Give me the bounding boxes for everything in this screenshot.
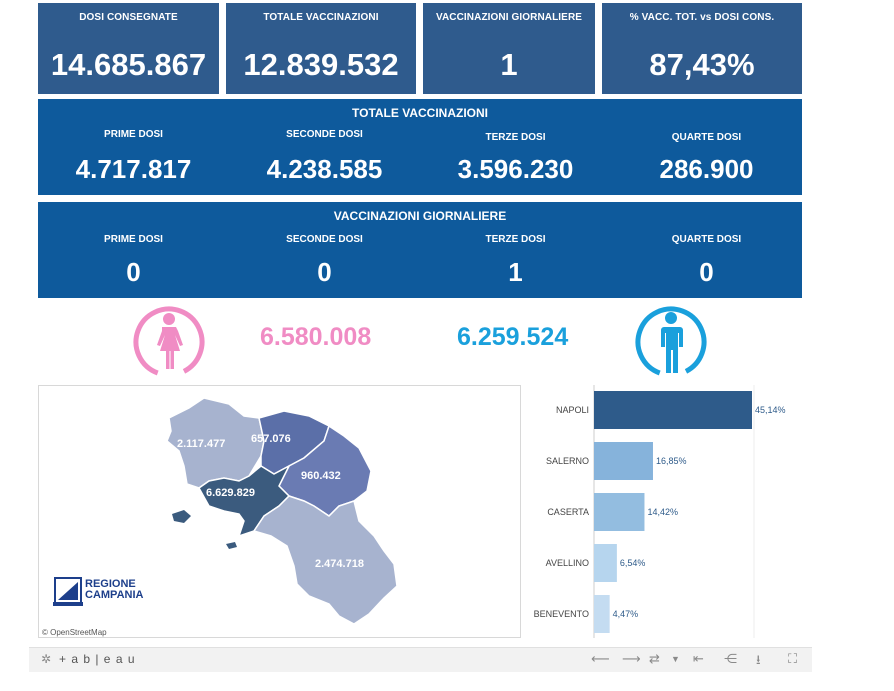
map-label-avellino: 960.432: [301, 470, 341, 482]
bar-category-label: AVELLINO: [546, 558, 589, 568]
cell-label: TERZE DOSI: [485, 132, 546, 143]
kpi-label: DOSI CONSEGNATE: [79, 12, 178, 23]
panel-title: TOTALE VACCINAZIONI: [352, 106, 488, 120]
cell-value: 3.596.230: [457, 154, 574, 184]
bar-salerno: [594, 442, 653, 480]
redo-icon[interactable]: ⟶: [622, 651, 641, 666]
revert-icon[interactable]: ⇄: [649, 651, 660, 666]
bar-chart-svg: NAPOLI 45,14% SALERNO 16,85% CASERTA 14,42% AV…: [534, 385, 786, 638]
vaccinazioni-giornaliere-panel: VACCINAZIONI GIORNALIERE PRIME DOSI 0 SE…: [38, 202, 802, 298]
region-napoli-island-capri: [226, 542, 237, 549]
kpi-value: 1: [500, 47, 518, 82]
giornaliere-prime-dosi: PRIME DOSI 0: [38, 234, 229, 288]
cell-value: 4.238.585: [266, 154, 383, 184]
region-salerno: [252, 495, 398, 625]
bar-category-label: NAPOLI: [556, 405, 589, 415]
bar-category-label: BENEVENTO: [534, 609, 589, 619]
bar-category-label: SALERNO: [546, 456, 589, 466]
bar-value-label: 45,14%: [755, 405, 786, 415]
region-napoli-island-ischia: [172, 510, 191, 523]
tableau-brand[interactable]: + a b | e a u: [59, 652, 136, 666]
map-label-caserta: 2.117.477: [177, 438, 225, 450]
cell-label: SECONDE DOSI: [286, 234, 363, 245]
totale-vaccinazioni-panel: TOTALE VACCINAZIONI PRIME DOSI 4.717.817…: [38, 99, 802, 195]
cell-label: QUARTE DOSI: [671, 132, 742, 143]
revert-dropdown-icon[interactable]: ▼: [671, 654, 680, 664]
campania-map[interactable]: 2.117.477 657.076 960.432 6.629.829 2.47…: [38, 385, 521, 638]
map-label-salerno: 2.474.718: [315, 558, 364, 570]
cell-value: 1: [508, 257, 523, 287]
bar-category-label: CASERTA: [547, 507, 589, 517]
cell-value: 0: [699, 257, 714, 287]
cell-label: PRIME DOSI: [104, 234, 163, 245]
bar-value-label: 16,85%: [656, 456, 687, 466]
cell-value: 0: [317, 257, 332, 287]
bar-value-label: 6,54%: [620, 558, 646, 568]
map-attribution: © OpenStreetMap: [42, 628, 107, 637]
undo-icon[interactable]: ⟵: [591, 651, 610, 666]
female-icon: [133, 306, 205, 378]
share-icon[interactable]: ⋲: [724, 651, 737, 666]
bar-napoli: [594, 391, 752, 429]
bar-caserta: [594, 493, 645, 531]
totale-seconde-dosi: SECONDE DOSI 4.238.585: [229, 129, 420, 185]
totale-terze-dosi: TERZE DOSI 3.596.230: [420, 132, 611, 185]
map-label-benevento: 657.076: [251, 433, 291, 445]
panel-title: VACCINAZIONI GIORNALIERE: [333, 209, 507, 223]
svg-text:REGIONE: REGIONE: [85, 578, 136, 590]
cell-label: PRIME DOSI: [104, 129, 163, 140]
cell-value: 286.900: [659, 154, 754, 184]
pause-updates-icon[interactable]: ⇤: [693, 651, 704, 666]
bar-benevento: [594, 595, 610, 633]
province-bar-chart: NAPOLI 45,14% SALERNO 16,85% CASERTA 14,42% AV…: [526, 385, 802, 638]
cell-value: 4.717.817: [75, 154, 192, 184]
kpi-dosi-consegnate: DOSI CONSEGNATE 14.685.867: [38, 3, 219, 94]
cell-label: QUARTE DOSI: [671, 234, 742, 245]
kpi-label: % VACC. TOT. vs DOSI CONS.: [629, 12, 775, 23]
kpi-vaccinazioni-giornaliere: VACCINAZIONI GIORNALIERE 1: [423, 3, 595, 94]
kpi-percent-vacc: % VACC. TOT. vs DOSI CONS. 87,43%: [602, 3, 802, 94]
totale-prime-dosi: PRIME DOSI 4.717.817: [38, 129, 229, 185]
map-label-napoli: 6.629.829: [206, 487, 255, 499]
giornaliere-quarte-dosi: QUARTE DOSI 0: [611, 234, 802, 288]
fullscreen-icon[interactable]: ⛶: [788, 651, 798, 666]
kpi-label: TOTALE VACCINAZIONI: [263, 12, 379, 23]
bar-avellino: [594, 544, 617, 582]
kpi-value: 14.685.867: [50, 47, 207, 82]
female-count: 6.580.008: [260, 323, 372, 351]
regione-campania-logo: REGIONE CAMPANIA: [53, 577, 144, 606]
bar-value-label: 14,42%: [647, 507, 678, 517]
kpi-value: 87,43%: [649, 47, 755, 82]
cell-label: SECONDE DOSI: [286, 129, 363, 140]
male-count: 6.259.524: [457, 323, 569, 351]
tableau-logo-icon: ✲: [41, 652, 52, 666]
kpi-value: 12.839.532: [243, 47, 399, 82]
map-svg: 2.117.477 657.076 960.432 6.629.829 2.47…: [42, 397, 398, 637]
kpi-totale-vaccinazioni: TOTALE VACCINAZIONI 12.839.532: [226, 3, 416, 94]
cell-label: TERZE DOSI: [485, 234, 546, 245]
download-icon[interactable]: ⭳: [756, 652, 761, 667]
giornaliere-seconde-dosi: SECONDE DOSI 0: [229, 234, 420, 288]
bar-value-label: 4,47%: [613, 609, 639, 619]
tableau-toolbar: ✲ + a b | e a u ⟵ ⟶ ⇄ ▼ ⇤ ⋲ ⭳ ⛶: [29, 647, 812, 672]
male-icon: [635, 306, 707, 378]
totale-quarte-dosi: QUARTE DOSI 286.900: [611, 132, 802, 185]
kpi-label: VACCINAZIONI GIORNALIERE: [435, 12, 583, 23]
svg-text:CAMPANIA: CAMPANIA: [85, 589, 144, 601]
cell-value: 0: [126, 257, 141, 287]
giornaliere-terze-dosi: TERZE DOSI 1: [420, 234, 611, 288]
